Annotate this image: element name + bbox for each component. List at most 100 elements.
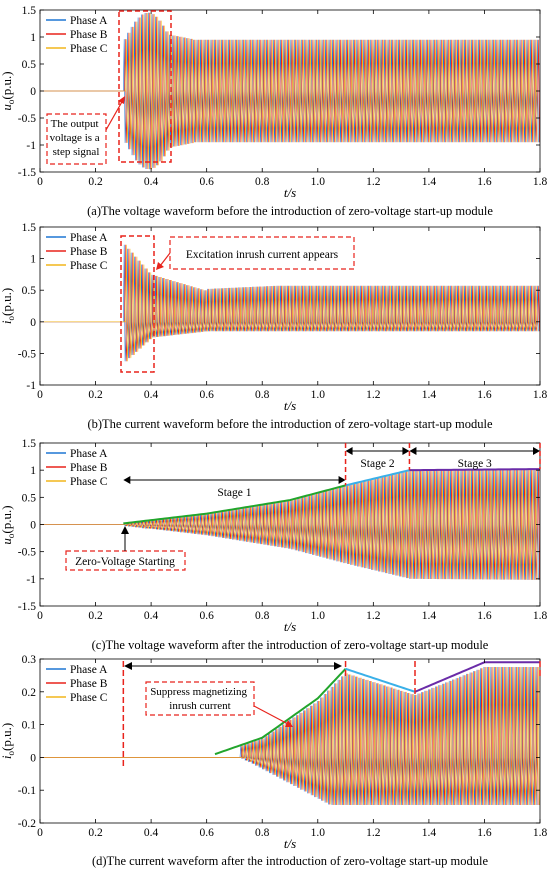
phase-a-wave: [40, 244, 539, 362]
y-axis-label: io(p.u.): [0, 288, 16, 324]
x-tick-label: 1.6: [477, 176, 492, 188]
annotation-arrow: [253, 705, 289, 725]
waveform-phases: [40, 667, 540, 805]
y-axis-label: uo(p.u.): [0, 71, 16, 110]
phase-a-wave: [40, 12, 539, 170]
x-tick-label: 0.4: [144, 610, 159, 622]
legend-entry: Phase C: [70, 476, 108, 488]
x-tick-label: 0.8: [255, 827, 270, 839]
legend: Phase A Phase B Phase C: [46, 448, 108, 488]
x-tick-label: 1.2: [366, 610, 381, 622]
stage-arrowhead: [338, 476, 346, 484]
x-tick-label: 0.4: [144, 827, 159, 839]
legend-entry: Phase A: [70, 15, 108, 27]
y-tick-label: 1.5: [22, 438, 37, 450]
annotation-box: [46, 113, 107, 165]
stage-label: Stage 1: [217, 487, 251, 499]
y-tick-label: 1: [30, 32, 36, 44]
stage-label: Stage 3: [458, 458, 492, 470]
waveform-phases: [40, 469, 540, 580]
x-tick-label: 0: [37, 176, 43, 188]
y-tick-label: -0.5: [18, 348, 36, 360]
x-tick-label: 1.6: [477, 610, 492, 622]
x-tick-label: 1.8: [533, 827, 548, 839]
waveform-phases: [40, 244, 540, 362]
legend-entry: Phase C: [70, 692, 108, 704]
y-tick-label: 0: [30, 752, 36, 764]
x-tick-label: 0.4: [144, 176, 159, 188]
annotation-arrowhead: [285, 720, 293, 727]
envelope-curve: [214, 661, 540, 756]
x-tick-label: 1.4: [422, 610, 437, 622]
x-tick-label: 0.2: [88, 389, 103, 401]
x-tick-label: 1.2: [366, 827, 381, 839]
x-tick-label: 0.6: [199, 610, 214, 622]
stage-3-envelope: [414, 661, 540, 693]
annotation-arrowhead: [156, 262, 164, 270]
stage-arrowhead: [533, 447, 540, 455]
x-tick-label: 1.2: [366, 389, 381, 401]
annotation-text: Zero-Voltage Starting: [75, 556, 175, 568]
legend: Phase A Phase B Phase C: [46, 664, 108, 704]
inrush-highlight-box: [118, 10, 172, 163]
x-tick-label: 1.0: [311, 176, 326, 188]
legend-entry: Phase B: [70, 29, 108, 41]
stage-1-envelope: [123, 484, 346, 525]
x-tick-label: 0.6: [199, 827, 214, 839]
annotation-box: [169, 236, 355, 270]
legend: Phase A Phase B Phase C: [46, 232, 108, 272]
plot-frame: [39, 658, 541, 824]
phase-c-wave: [40, 469, 538, 580]
legend-entry: Phase A: [70, 664, 108, 676]
x-tick-label: 1.0: [311, 610, 326, 622]
axis-ticks: 0 0.2 0.4 0.6 0.8 1.0 1.2 1.4 1.6 1.8 -1.5 -1 -0.5 0 0…: [18, 438, 548, 622]
x-tick-label: 0.6: [199, 389, 214, 401]
x-tick-label: 1.4: [422, 389, 437, 401]
x-tick-label: 0.8: [255, 610, 270, 622]
stage-arrowhead: [402, 447, 410, 455]
span-arrowhead-right: [334, 662, 342, 670]
stage-1-envelope: [214, 668, 347, 756]
x-tick-label: 0.2: [88, 827, 103, 839]
panel-d: 0 0.2 0.4 0.6 0.8 1.0 1.2 1.4 1.6 1.8 -0.2 -0.1 0 0.1…: [0, 654, 547, 868]
y-tick-label: 0.5: [22, 492, 37, 504]
x-tick-label: 1.0: [311, 827, 326, 839]
x-tick-label: 0.2: [88, 176, 103, 188]
y-tick-label: -1: [26, 140, 36, 152]
y-tick-label: 0: [30, 317, 36, 329]
x-tick-label: 0.8: [255, 389, 270, 401]
x-tick-label: 1.8: [533, 610, 548, 622]
envelope-stages: [123, 468, 541, 525]
x-axis-label: t/s: [284, 836, 296, 851]
y-tick-label: -1: [26, 380, 36, 392]
y-tick-label: -1: [26, 574, 36, 586]
legend-entry: Phase C: [70, 43, 108, 55]
y-tick-label: 1.5: [22, 222, 37, 234]
y-tick-label: 1: [30, 254, 36, 266]
y-tick-label: -1.5: [18, 167, 36, 179]
y-tick-label: 1: [30, 465, 36, 477]
axis-ticks: 0 0.2 0.4 0.6 0.8 1.0 1.2 1.4 1.6 1.8 -1 -0.5 0 0.5 1 1…: [18, 222, 548, 401]
y-tick-label: 0.2: [22, 687, 37, 699]
x-axis-label: t/s: [284, 398, 296, 413]
x-tick-label: 1.8: [533, 176, 548, 188]
legend-entry: Phase B: [70, 462, 108, 474]
y-tick-label: 0: [30, 86, 36, 98]
phase-c-wave: [40, 667, 540, 805]
stage-label: Stage 2: [360, 458, 394, 470]
x-tick-label: 0: [37, 827, 43, 839]
x-tick-label: 0: [37, 610, 43, 622]
y-tick-label: 0.5: [22, 285, 37, 297]
y-tick-label: -0.5: [18, 113, 36, 125]
y-tick-label: 0.5: [22, 59, 37, 71]
annotation-arrowhead: [118, 96, 125, 104]
phase-c-wave: [40, 12, 538, 170]
x-tick-label: 1.4: [422, 176, 437, 188]
stage-arrowhead: [409, 447, 417, 455]
x-axis-label: t/s: [284, 185, 296, 200]
x-tick-label: 1.6: [477, 389, 492, 401]
y-tick-label: -0.2: [18, 818, 36, 830]
x-tick-label: 1.4: [422, 827, 437, 839]
y-tick-label: 0: [30, 520, 36, 532]
x-tick-label: 1.2: [366, 176, 381, 188]
